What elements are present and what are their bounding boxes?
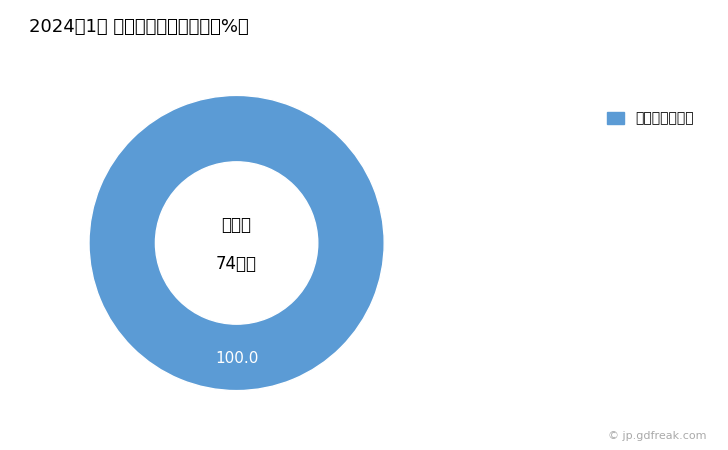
Text: 総　額: 総 額 [221, 216, 252, 234]
Text: 100.0: 100.0 [215, 351, 258, 366]
Legend: サウジアラビア: サウジアラビア [602, 106, 699, 131]
Wedge shape [89, 95, 384, 391]
Text: 2024年1月 輸出相手国のシェア（%）: 2024年1月 輸出相手国のシェア（%） [29, 18, 249, 36]
Text: © jp.gdfreak.com: © jp.gdfreak.com [608, 431, 706, 441]
Text: 74万円: 74万円 [216, 255, 257, 273]
